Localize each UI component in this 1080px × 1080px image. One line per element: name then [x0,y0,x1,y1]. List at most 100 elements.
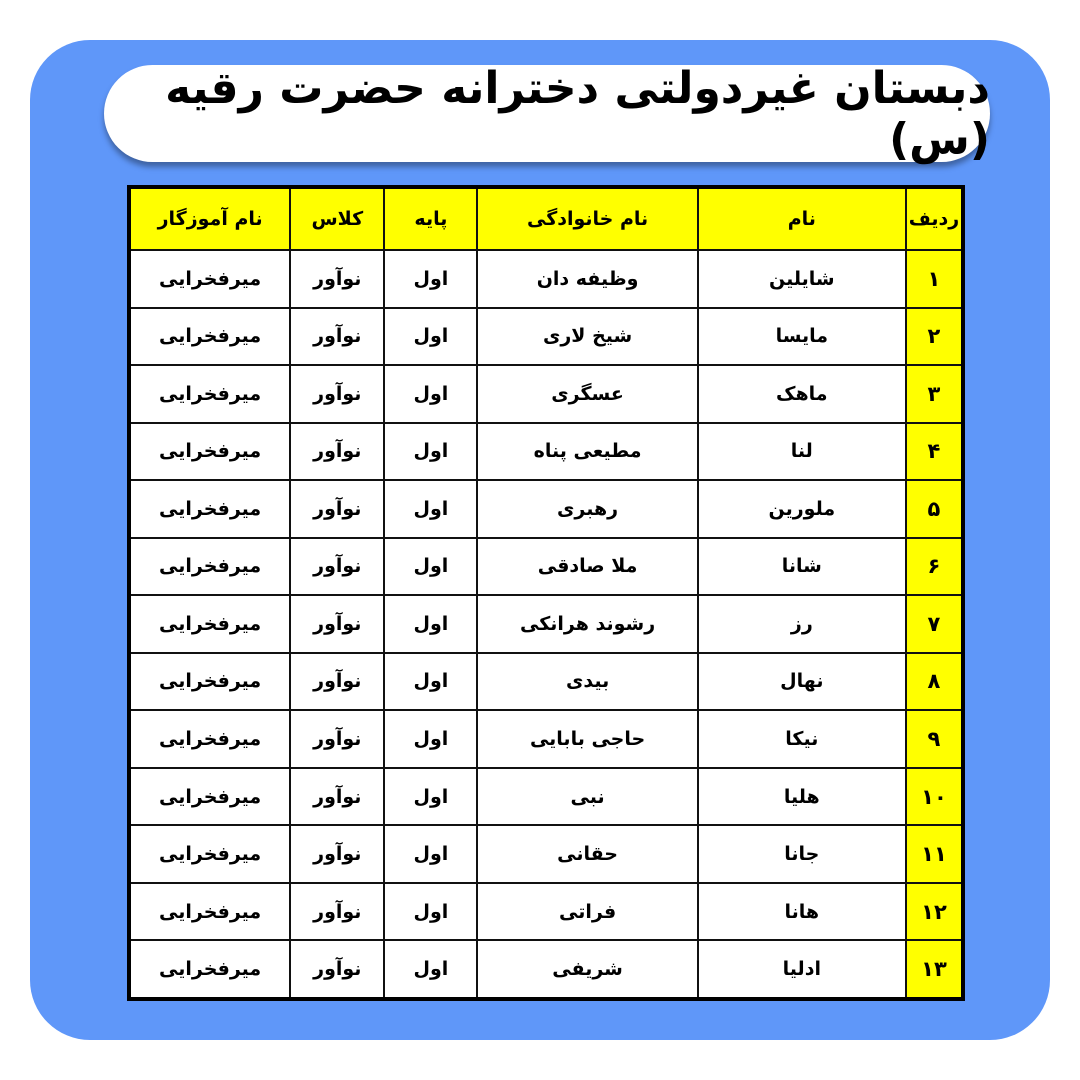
cell-column-row-number: ۹ [904,709,965,769]
cell-column-grade: اول [383,479,479,539]
table-row: ۳ ماهک عسگری اول نوآور میرفخرایی [127,364,965,424]
cell-column-grade: اول [383,249,479,309]
cell-column-row-number: ۵ [904,479,965,539]
cell-column-grade: اول [383,939,479,1000]
cell-column-class: نوآور [289,421,386,482]
cell-column-grade: اول [383,766,479,827]
cell-column-row-number: ۱ [904,249,965,309]
cell-column-last-name: بیدی [476,651,699,712]
table-row: ۶ شانا ملا صادقی اول نوآور میرفخرایی [127,536,965,597]
header-column-row-number: ردیف [904,186,965,251]
cell-column-last-name: شیخ لاری [476,306,699,367]
cell-column-teacher: میرفخرایی [127,364,292,424]
cell-column-class: نوآور [289,824,386,884]
cell-column-row-number: ۱۲ [904,881,965,942]
table-row: ۲ مایسا شیخ لاری اول نوآور میرفخرایی [127,306,965,367]
cell-column-teacher: میرفخرایی [127,709,292,769]
cell-column-last-name: عسگری [476,364,699,424]
table-row: ۱۰ هلیا نبی اول نوآور میرفخرایی [127,766,965,827]
cell-column-first-name: ملورین [696,479,907,539]
table-row: ۸ نهال بیدی اول نوآور میرفخرایی [127,651,965,712]
cell-column-teacher: میرفخرایی [127,249,292,309]
cell-column-last-name: رهبری [476,479,699,539]
cell-column-first-name: جانا [696,824,907,884]
cell-column-first-name: لنا [696,421,907,482]
cell-column-class: نوآور [289,709,386,769]
cell-column-class: نوآور [289,364,386,424]
cell-column-last-name: مطیعی پناه [476,421,699,482]
cell-column-teacher: میرفخرایی [127,939,292,1000]
cell-column-teacher: میرفخرایی [127,479,292,539]
cell-column-last-name: ملا صادقی [476,536,699,597]
cell-column-grade: اول [383,594,479,654]
table-row: ۵ ملورین رهبری اول نوآور میرفخرایی [127,479,965,539]
cell-column-class: نوآور [289,479,386,539]
table-row: ۴ لنا مطیعی پناه اول نوآور میرفخرایی [127,421,965,482]
cell-column-class: نوآور [289,939,386,1000]
cell-column-last-name: حقانی [476,824,699,884]
cell-column-row-number: ۱۰ [904,766,965,827]
table-row: ۷ رز رشوند هرانکی اول نوآور میرفخرایی [127,594,965,654]
cell-column-first-name: شانا [696,536,907,597]
cell-column-class: نوآور [289,594,386,654]
cell-column-teacher: میرفخرایی [127,651,292,712]
cell-column-grade: اول [383,824,479,884]
header-column-last-name: نام خانوادگی [476,186,699,251]
cell-column-last-name: نبی [476,766,699,827]
cell-column-row-number: ۱۳ [904,939,965,1000]
cell-column-row-number: ۲ [904,306,965,367]
cell-column-grade: اول [383,651,479,712]
cell-column-teacher: میرفخرایی [127,824,292,884]
cell-column-last-name: وظیفه دان [476,249,699,309]
cell-column-last-name: فراتی [476,881,699,942]
header-column-teacher: نام آموزگار [127,186,292,251]
cell-column-class: نوآور [289,881,386,942]
students-table: ردیف نام نام خانوادگی پایه کلاس نام آموزگار ۱… [127,185,965,1001]
table-row: ۱۱ جانا حقانی اول نوآور میرفخرایی [127,824,965,884]
cell-column-teacher: میرفخرایی [127,306,292,367]
page-title: دبستان غیردولتی دخترانه حضرت رقیه (س) [104,63,990,165]
header-column-class: کلاس [289,186,386,251]
cell-column-first-name: ادلیا [696,939,907,1000]
cell-column-class: نوآور [289,536,386,597]
cell-column-class: نوآور [289,651,386,712]
cell-column-teacher: میرفخرایی [127,881,292,942]
cell-column-class: نوآور [289,766,386,827]
table-row: ۹ نیکا حاجی بابایی اول نوآور میرفخرایی [127,709,965,769]
cell-column-first-name: مایسا [696,306,907,367]
table-row: ۱۳ ادلیا شریفی اول نوآور میرفخرایی [127,939,965,1000]
cell-column-row-number: ۷ [904,594,965,654]
cell-column-grade: اول [383,536,479,597]
cell-column-row-number: ۶ [904,536,965,597]
cell-column-first-name: نیکا [696,709,907,769]
cell-column-teacher: میرفخرایی [127,421,292,482]
cell-column-row-number: ۸ [904,651,965,712]
cell-column-grade: اول [383,881,479,942]
cell-column-row-number: ۳ [904,364,965,424]
cell-column-last-name: رشوند هرانکی [476,594,699,654]
cell-column-teacher: میرفخرایی [127,766,292,827]
cell-column-first-name: هلیا [696,766,907,827]
cell-column-first-name: رز [696,594,907,654]
cell-column-class: نوآور [289,249,386,309]
cell-column-grade: اول [383,364,479,424]
cell-column-grade: اول [383,709,479,769]
table-row: ۱۲ هانا فراتی اول نوآور میرفخرایی [127,881,965,942]
cell-column-last-name: شریفی [476,939,699,1000]
cell-column-class: نوآور [289,306,386,367]
cell-column-teacher: میرفخرایی [127,594,292,654]
cell-column-grade: اول [383,306,479,367]
header-column-grade: پایه [383,186,479,251]
cell-column-first-name: نهال [696,651,907,712]
header-column-first-name: نام [696,186,907,251]
cell-column-first-name: هانا [696,881,907,942]
cell-column-teacher: میرفخرایی [127,536,292,597]
cell-column-last-name: حاجی بابایی [476,709,699,769]
cell-column-first-name: شایلین [696,249,907,309]
table-header-row: ردیف نام نام خانوادگی پایه کلاس نام آموزگار [127,186,965,251]
cell-column-row-number: ۱۱ [904,824,965,884]
cell-column-first-name: ماهک [696,364,907,424]
cell-column-row-number: ۴ [904,421,965,482]
cell-column-grade: اول [383,421,479,482]
table-row: ۱ شایلین وظیفه دان اول نوآور میرفخرایی [127,249,965,309]
